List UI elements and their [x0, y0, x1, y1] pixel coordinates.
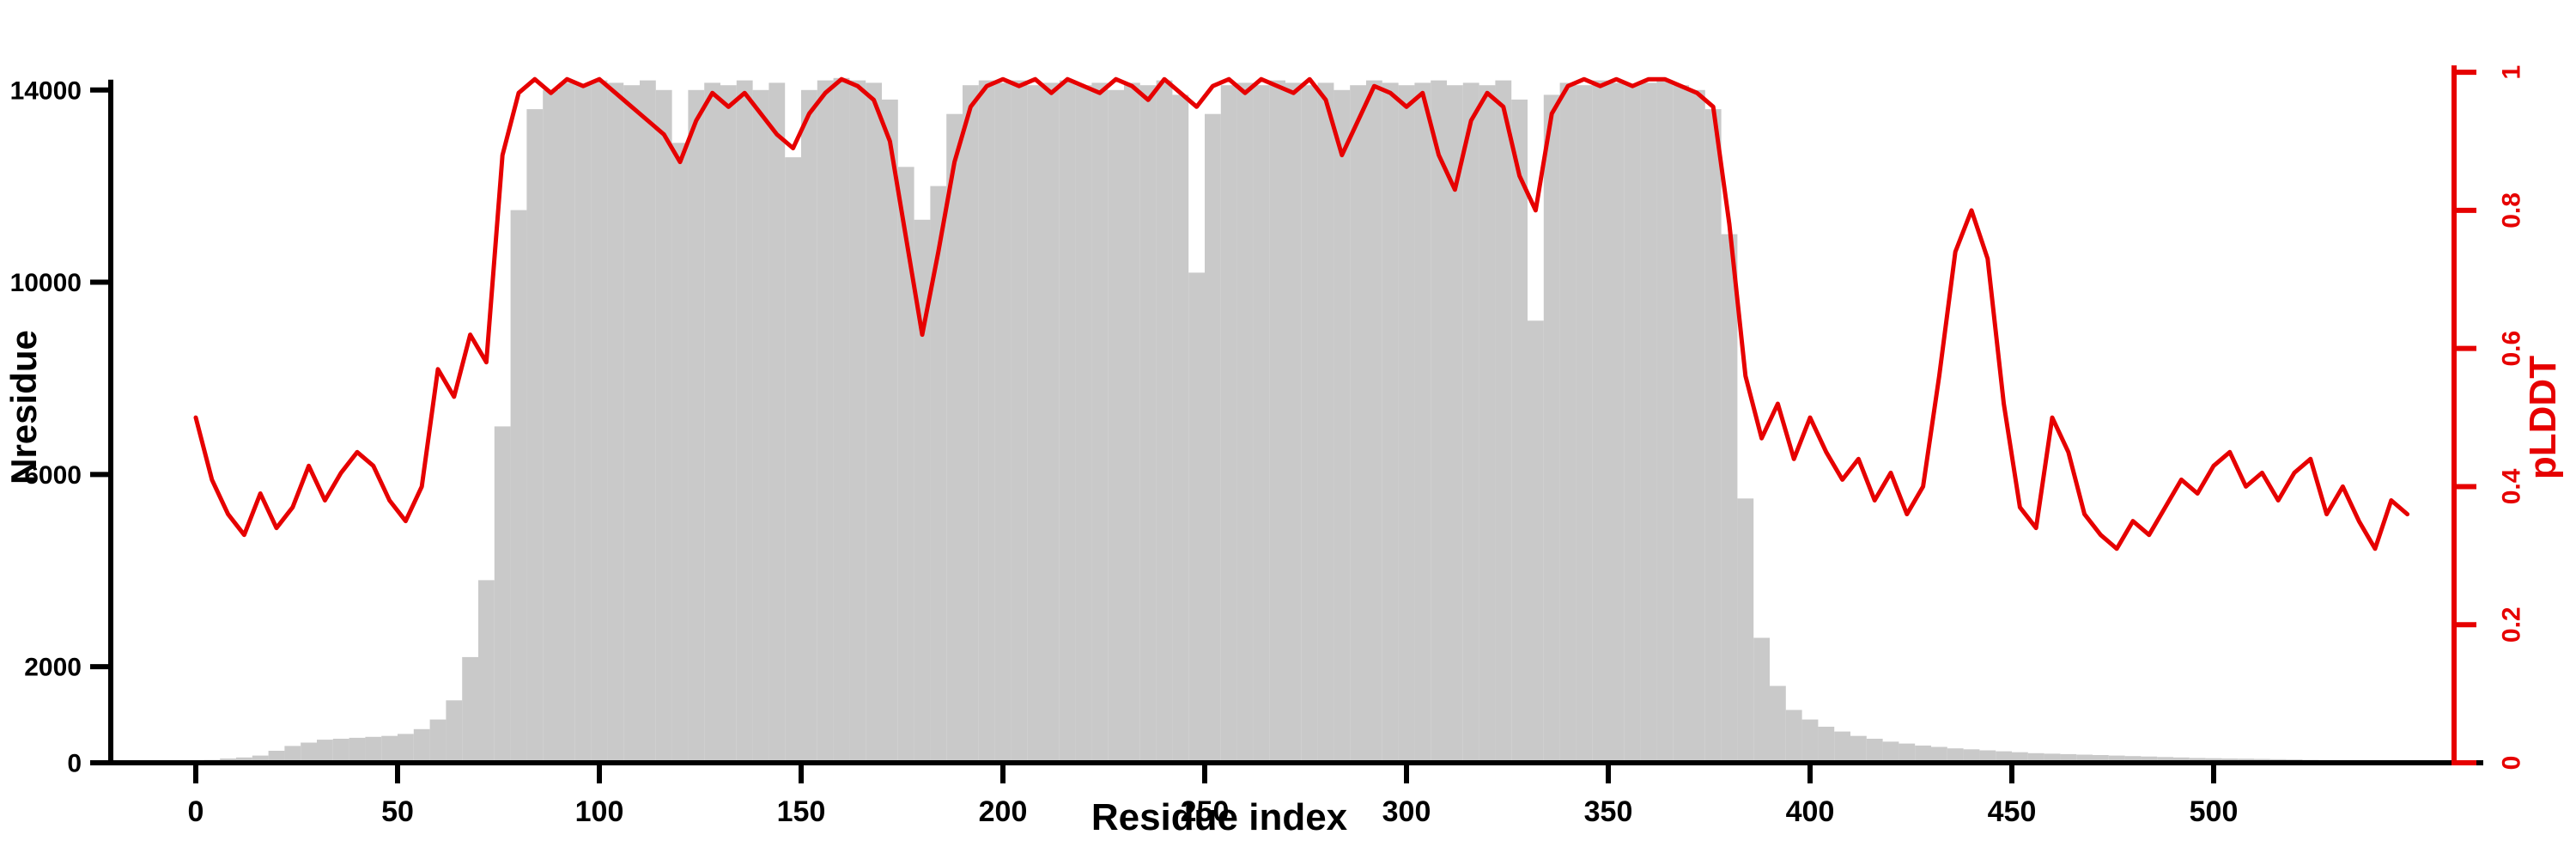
y-axis	[90, 79, 113, 765]
x-axis-tick-labels: 0 50 100 150 200 250 300 350 400 450 500	[188, 795, 2239, 828]
nresidue-bars	[187, 77, 2415, 764]
svg-text:300: 300	[1382, 795, 1431, 828]
svg-text:350: 350	[1584, 795, 1633, 828]
svg-text:50: 50	[381, 795, 414, 828]
y-axis-title: Nresidue	[3, 330, 44, 484]
svg-text:0: 0	[188, 795, 204, 828]
svg-text:0: 0	[67, 750, 82, 778]
svg-text:450: 450	[1988, 795, 2037, 828]
svg-text:250: 250	[1181, 795, 1230, 828]
svg-text:10000: 10000	[10, 269, 82, 297]
svg-text:0.2: 0.2	[2498, 606, 2526, 643]
svg-text:1: 1	[2498, 65, 2526, 80]
y-axis-tick-labels: 0 2000 6000 10000 14000	[10, 76, 82, 777]
svg-text:500: 500	[2190, 795, 2239, 828]
y2-axis	[2451, 65, 2476, 765]
svg-text:0.4: 0.4	[2498, 468, 2526, 504]
svg-text:100: 100	[575, 795, 624, 828]
svg-text:400: 400	[1786, 795, 1835, 828]
svg-text:2000: 2000	[24, 654, 82, 682]
x-axis-title: Residue index	[1091, 796, 1348, 838]
svg-text:0.8: 0.8	[2498, 192, 2526, 228]
plddt-line	[193, 76, 2410, 551]
svg-text:0.6: 0.6	[2498, 331, 2526, 367]
svg-text:14000: 14000	[10, 76, 82, 105]
x-axis	[96, 760, 2483, 783]
svg-text:150: 150	[777, 795, 826, 828]
svg-text:200: 200	[979, 795, 1028, 828]
svg-text:0: 0	[2498, 756, 2526, 771]
svg-text:6000: 6000	[24, 461, 82, 490]
y2-axis-tick-labels: 0 0.2 0.4 0.6 0.8 1	[2498, 65, 2526, 771]
y2-axis-title: pLDDT	[2522, 355, 2564, 480]
